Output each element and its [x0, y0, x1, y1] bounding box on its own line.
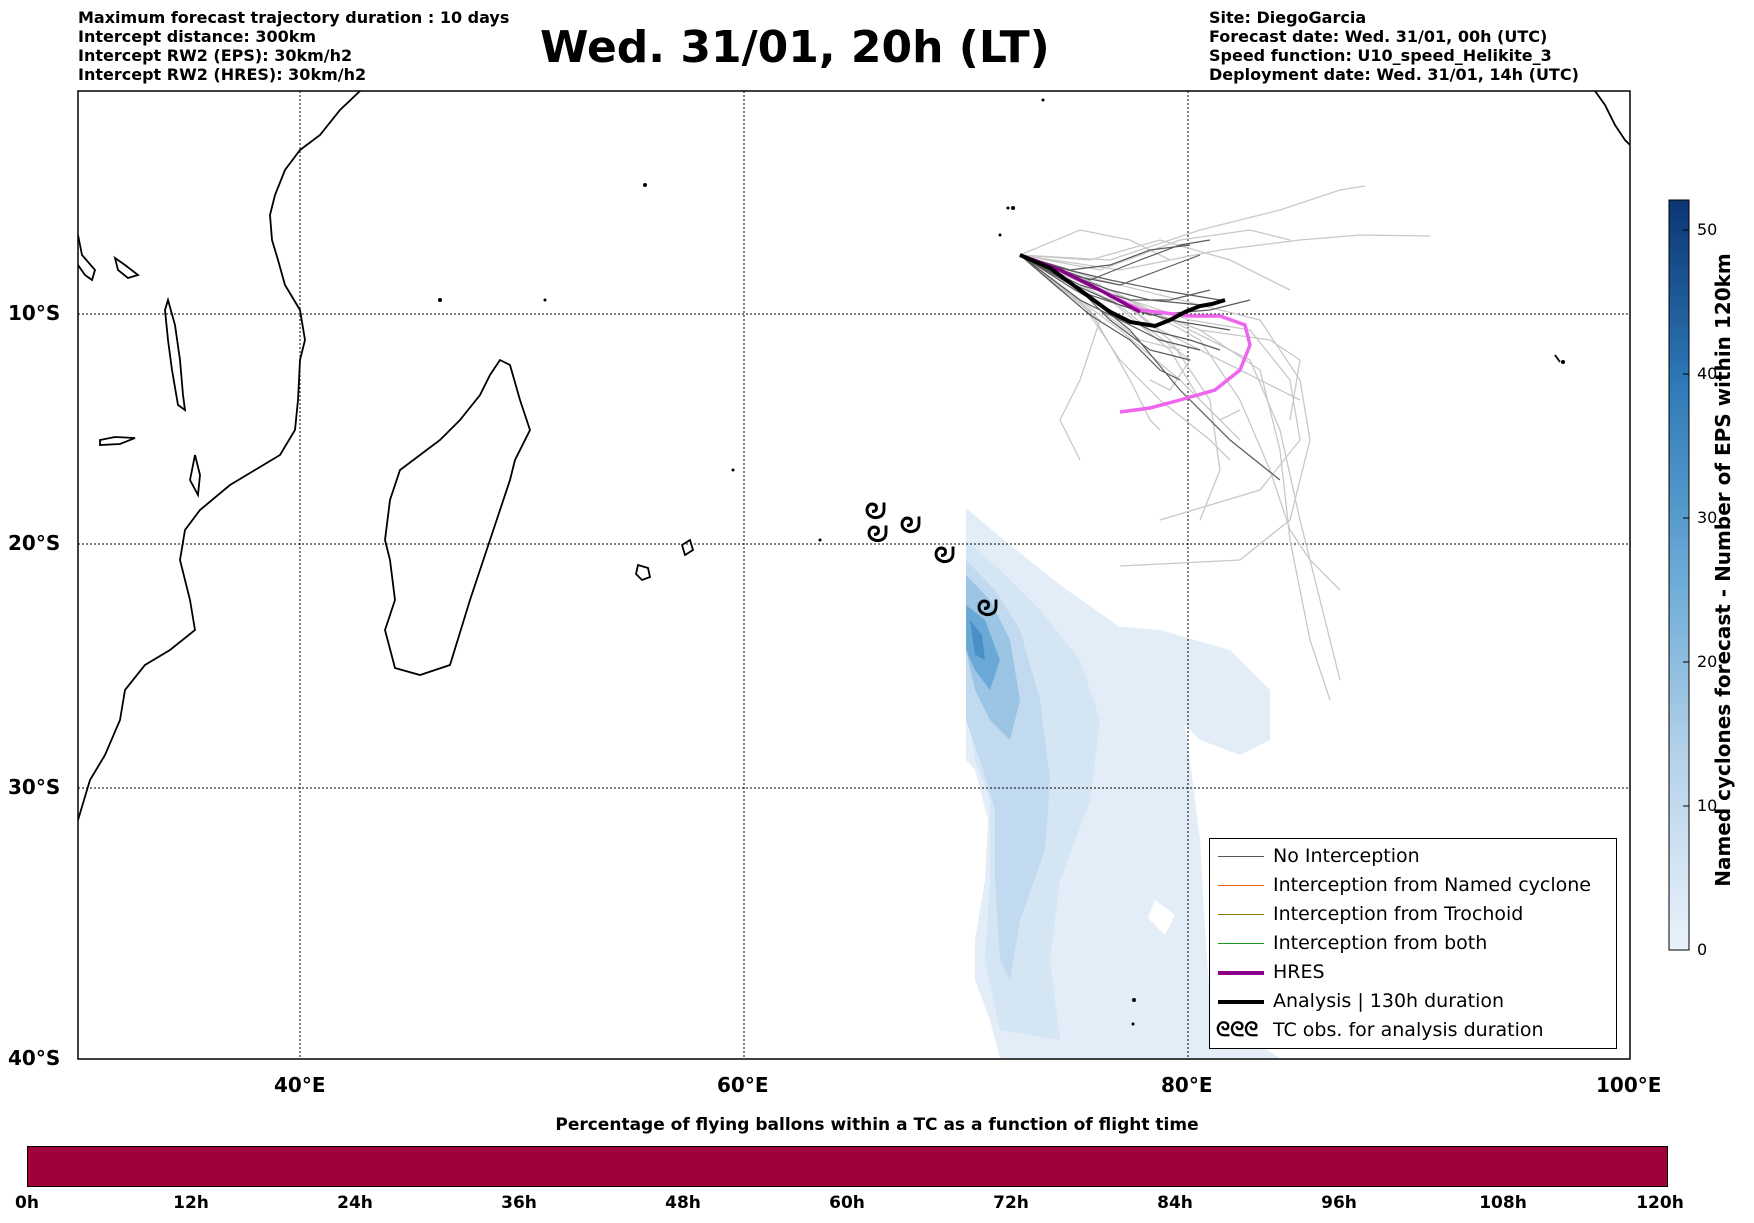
time-bar-tick-label: 12h	[173, 1193, 209, 1213]
map-frame	[77, 90, 1631, 1060]
lon-label: 80°E	[1161, 1073, 1213, 1097]
coastlines	[78, 91, 1630, 821]
legend-label: Interception from Trochoid	[1273, 903, 1524, 925]
legend-item-both: Interception from both	[1210, 930, 1610, 958]
legend-label: No Interception	[1273, 845, 1420, 867]
header-right-line: Forecast date: Wed. 31/01, 00h (UTC)	[1209, 27, 1548, 46]
header-right-line: Speed function: U10_speed_Helikite_3	[1209, 46, 1552, 65]
legend-line	[1218, 1000, 1264, 1004]
legend-line	[1218, 971, 1264, 975]
colorbar-tick-label: 10	[1697, 796, 1718, 815]
header-right-line: Site: DiegoGarcia	[1209, 8, 1367, 27]
time-bar-tick-label: 72h	[993, 1193, 1029, 1213]
header-left-line: Intercept RW2 (HRES): 30km/h2	[78, 65, 367, 84]
time-bar-tick-label: 36h	[501, 1193, 537, 1213]
tc-obs-icon: ᘓ	[864, 525, 894, 543]
colorbar-tick-label: 50	[1697, 220, 1718, 239]
lon-label: 100°E	[1596, 1073, 1662, 1097]
legend-line	[1218, 885, 1264, 886]
tc-obs-icon: ᘓ	[897, 516, 927, 534]
legend-label: Analysis | 130h duration	[1273, 990, 1505, 1012]
lat-label: 20°S	[8, 531, 61, 555]
map-title: Wed. 31/01, 20h (LT)	[540, 22, 1050, 73]
time-bar-tick-label: 84h	[1157, 1193, 1193, 1213]
time-bar	[27, 1146, 1668, 1187]
legend-label: Interception from Named cyclone	[1273, 874, 1591, 896]
time-bar-tick-label: 108h	[1479, 1193, 1527, 1213]
time-bar-tick-label: 24h	[337, 1193, 373, 1213]
small-islands	[438, 98, 1565, 1026]
legend-line	[1218, 856, 1264, 857]
legend-item-tc-obs: ᘓᘓᘓ TC obs. for analysis duration	[1210, 1017, 1610, 1045]
time-bar-tick-label: 120h	[1636, 1193, 1684, 1213]
header-left-line: Intercept RW2 (EPS): 30km/h2	[78, 46, 353, 65]
legend-item-no-interception: No Interception	[1210, 843, 1610, 871]
colorbar-ticks	[1683, 229, 1689, 951]
time-bar-tick-label: 60h	[829, 1193, 865, 1213]
legend-item-analysis: Analysis | 130h duration	[1210, 988, 1610, 1016]
tc-obs-symbols: ᘓ ᘓ ᘓ ᘓ ᘓ	[862, 502, 1004, 617]
analysis-trajectory	[1019, 253, 1226, 329]
lat-label: 30°S	[8, 775, 61, 799]
tc-obs-icon: ᘓ	[931, 546, 961, 564]
legend-label: TC obs. for analysis duration	[1273, 1019, 1544, 1041]
legend-line	[1218, 943, 1264, 944]
header-left-info: Maximum forecast trajectory duration : 1…	[78, 8, 509, 84]
legend-label: Interception from both	[1273, 932, 1488, 954]
lat-label: 10°S	[8, 301, 61, 325]
legend-label: HRES	[1273, 961, 1325, 983]
tc-obs-icon: ᘓ	[862, 502, 892, 520]
time-bar-tick-label: 96h	[1321, 1193, 1357, 1213]
header-right-line: Deployment date: Wed. 31/01, 14h (UTC)	[1209, 65, 1579, 84]
lon-label: 40°E	[274, 1073, 326, 1097]
tc-obs-icon: ᘓ	[974, 599, 1004, 617]
colorbar-tick-label: 30	[1697, 508, 1718, 527]
colorbar-title: Named cyclones forecast - Number of EPS …	[1711, 253, 1735, 887]
lat-label: 40°S	[8, 1046, 61, 1070]
map-legend: No Interception Interception from Named …	[1209, 838, 1617, 1049]
header-left-line: Maximum forecast trajectory duration : 1…	[78, 8, 510, 27]
time-bar-title: Percentage of flying ballons within a TC…	[555, 1115, 1199, 1135]
legend-item-trochoid: Interception from Trochoid	[1210, 901, 1610, 929]
lon-label: 60°E	[717, 1073, 769, 1097]
colorbar-tick-label: 40	[1697, 364, 1718, 383]
time-bar-tick-label: 0h	[15, 1193, 39, 1213]
time-bar-tick-label: 48h	[665, 1193, 701, 1213]
hres-trajectory	[1019, 253, 1252, 414]
header-left-line: Intercept distance: 300km	[78, 27, 317, 46]
header-right-info: Site: DiegoGarcia Forecast date: Wed. 31…	[1209, 8, 1579, 84]
colorbar-tick-label: 20	[1697, 652, 1718, 671]
legend-item-hres: HRES	[1210, 959, 1610, 987]
eps-density-field	[966, 508, 1280, 1058]
colorbar	[1668, 199, 1690, 951]
legend-line	[1218, 914, 1264, 915]
colorbar-tick-label: 0	[1697, 940, 1708, 959]
graticule	[78, 91, 1630, 1059]
legend-item-named-cyclone: Interception from Named cyclone	[1210, 872, 1610, 900]
tc-obs-icon: ᘓᘓᘓ	[1216, 1017, 1259, 1041]
